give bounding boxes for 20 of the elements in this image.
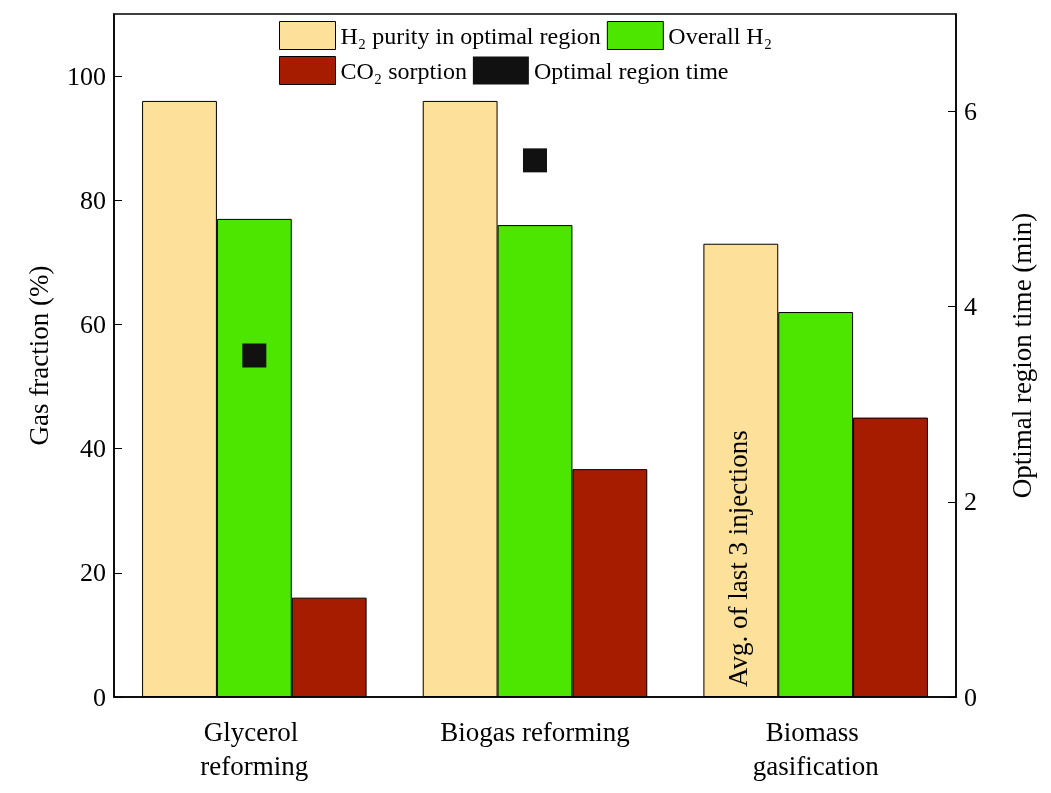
x-tick-label: Glycerol reforming (200, 717, 309, 781)
legend-label: CO₂ sorption (340, 57, 467, 84)
y-tick-label: 0 (93, 682, 106, 712)
y-tick-label: 80 (80, 185, 106, 215)
y-tick-label: 100 (67, 61, 106, 91)
y-tick-label: 60 (80, 309, 106, 339)
y2-tick-label: 6 (964, 97, 977, 127)
y-tick-label: 40 (80, 434, 106, 464)
y2-tick-label: 2 (964, 487, 977, 517)
y-axis-title: Gas fraction (%) (23, 265, 54, 446)
legend-label: Optimal region time (533, 57, 729, 84)
y2-tick-label: 4 (964, 292, 977, 322)
x-tick-label: Biogas reforming (440, 717, 630, 747)
y-tick-label: 20 (80, 558, 106, 588)
legend-label: H₂ purity in optimal region (340, 22, 601, 49)
y2-tick-label: 0 (964, 682, 977, 712)
x-tick-label: Biomass gasification (752, 717, 880, 781)
legend-label: Overall H₂ (668, 22, 773, 49)
annotation: Avg. of last 3 injections (722, 430, 753, 687)
y2-axis-title: Optimal region time (min) (1006, 212, 1037, 499)
